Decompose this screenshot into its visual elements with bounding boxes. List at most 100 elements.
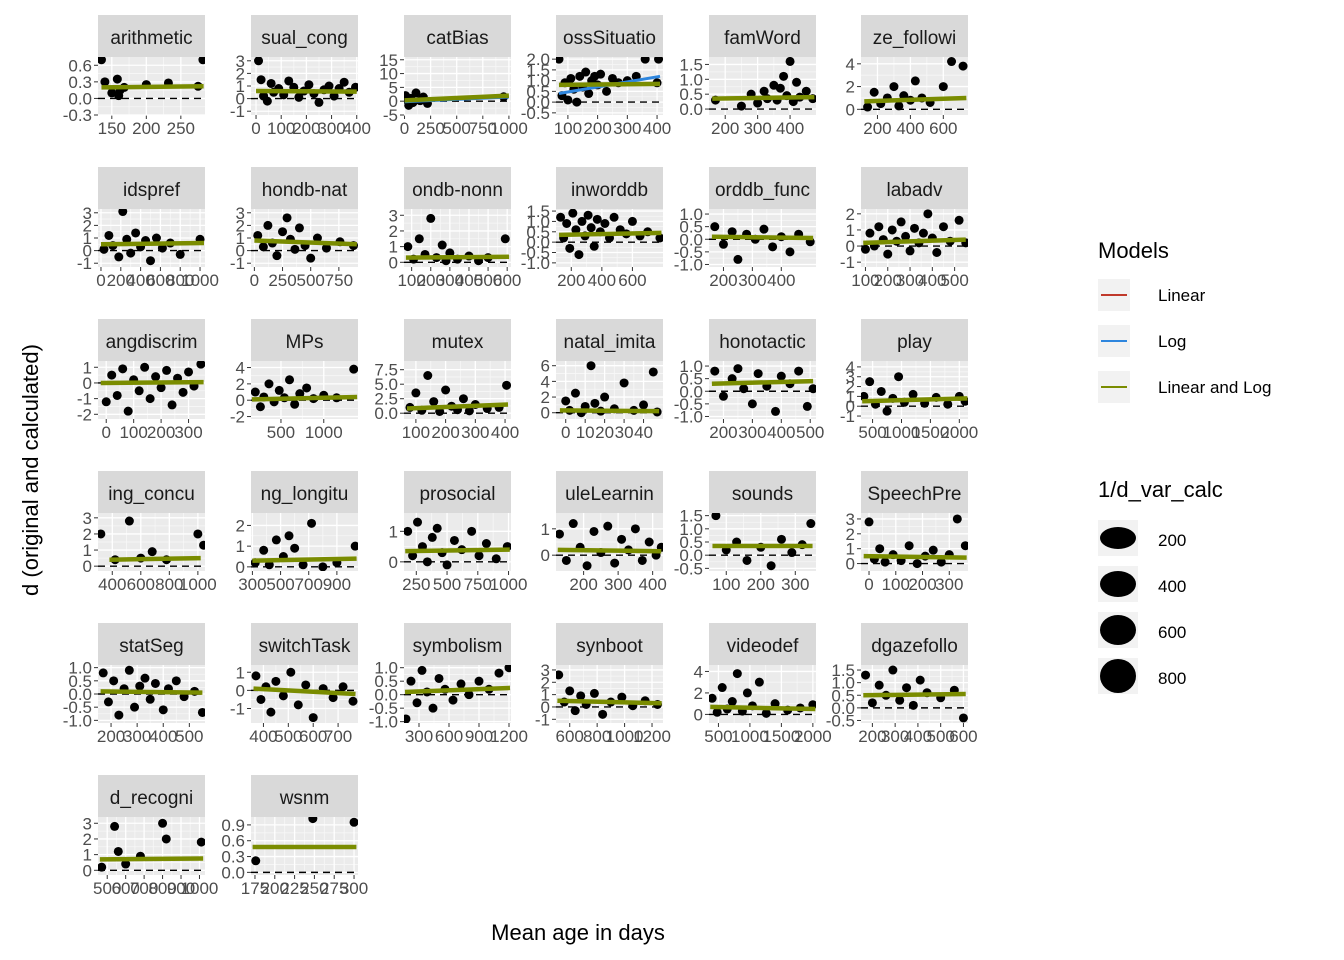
data-point <box>794 366 804 376</box>
plot-area <box>710 222 815 264</box>
data-point <box>178 387 188 397</box>
data-point <box>958 713 968 723</box>
plot-area <box>99 209 205 266</box>
y-tick-label: 1 <box>83 358 92 377</box>
x-tick-label: 800 <box>583 727 611 746</box>
y-tick-label: 0.0 <box>831 699 855 718</box>
facet-strip <box>556 319 663 361</box>
y-tick-label: 2 <box>236 375 245 394</box>
facet-orddb-func: orddb_func 200 300 400 -1.0-0.50.00.51.0 <box>674 167 816 290</box>
data-point <box>639 400 649 410</box>
data-point <box>785 247 795 257</box>
data-point <box>710 366 720 376</box>
y-tick-label: 0.5 <box>679 370 703 389</box>
x-tick-label: 900 <box>465 727 493 746</box>
data-point <box>556 57 564 64</box>
data-point <box>278 691 288 701</box>
facet-title: mutex <box>432 332 484 353</box>
data-point <box>938 82 948 92</box>
data-point <box>254 57 264 66</box>
facet-title: synboot <box>576 636 643 657</box>
data-point <box>266 707 276 717</box>
data-point <box>792 77 802 87</box>
data-point <box>630 524 640 534</box>
x-tick-label: 200 <box>97 727 125 746</box>
x-tick-label: 200 <box>292 119 320 138</box>
y-tick-label: 0 <box>846 237 855 256</box>
x-tick-label: 300 <box>317 119 345 138</box>
data-point <box>491 554 501 564</box>
y-tick-label: 2 <box>846 78 855 97</box>
x-tick-label: 250 <box>402 575 430 594</box>
facet-title: play <box>897 332 932 353</box>
facet-strip <box>709 167 816 209</box>
data-point <box>266 78 276 88</box>
plot-area <box>710 57 816 111</box>
y-tick-label: 0.0 <box>374 686 398 705</box>
plot-area <box>98 818 205 872</box>
facet-title: arithmetic <box>110 28 192 49</box>
x-tick-label: 200 <box>431 423 459 442</box>
plot-area <box>405 371 511 416</box>
data-point <box>600 392 610 402</box>
y-tick-label: 1 <box>83 229 92 248</box>
x-tick-label: 250 <box>416 119 444 138</box>
x-tick-label: 600 <box>556 727 584 746</box>
facet-strip <box>709 471 816 513</box>
facet-strip <box>251 319 358 361</box>
x-tick-label: 800 <box>166 271 194 290</box>
data-point <box>98 668 108 678</box>
data-point <box>298 560 308 570</box>
y-tick-label: 15 <box>379 51 398 70</box>
data-point <box>775 83 785 93</box>
x-tick-label: 100 <box>712 575 740 594</box>
facet-strip <box>404 167 511 209</box>
data-point <box>568 209 578 218</box>
facet-strip <box>556 623 663 665</box>
x-tick-label: 200 <box>709 423 737 442</box>
linear-and-log-fit-line <box>863 691 966 698</box>
data-point <box>882 406 892 416</box>
facet-strip <box>556 167 663 209</box>
x-tick-label: 100 <box>267 119 295 138</box>
y-tick-label: 0.5 <box>679 218 703 237</box>
legend-label: Linear and Log <box>1158 378 1271 397</box>
data-point <box>500 234 510 244</box>
x-tick-label: 20 <box>595 423 614 442</box>
x-tick-label: 300 <box>613 119 641 138</box>
y-tick-label: 2 <box>83 525 92 544</box>
x-tick-label: 0 <box>864 575 873 594</box>
data-point <box>562 219 572 228</box>
x-tick-label: 400 <box>638 575 666 594</box>
y-tick-label: 1 <box>236 229 245 248</box>
data-point <box>779 71 789 81</box>
plot-area <box>98 665 205 720</box>
data-point <box>295 389 305 399</box>
x-tick-label: 800 <box>148 879 176 898</box>
y-tick-label: 4 <box>541 372 550 391</box>
facet-strip <box>98 623 205 665</box>
data-point <box>785 57 795 66</box>
data-point <box>766 561 776 571</box>
data-point <box>285 375 295 385</box>
data-point <box>718 391 728 401</box>
x-tick-label: 400 <box>126 271 154 290</box>
y-tick-label: -1.0 <box>63 711 92 730</box>
plot-area <box>404 213 510 266</box>
y-tick-label: 0.0 <box>679 230 703 249</box>
data-point <box>302 383 312 393</box>
y-tick-label: 0.5 <box>374 672 398 691</box>
data-point <box>718 239 728 249</box>
y-tick-label: 3 <box>236 52 245 71</box>
data-point <box>98 529 106 539</box>
data-point <box>603 521 613 531</box>
data-point <box>565 243 575 253</box>
plot-area <box>863 514 968 569</box>
